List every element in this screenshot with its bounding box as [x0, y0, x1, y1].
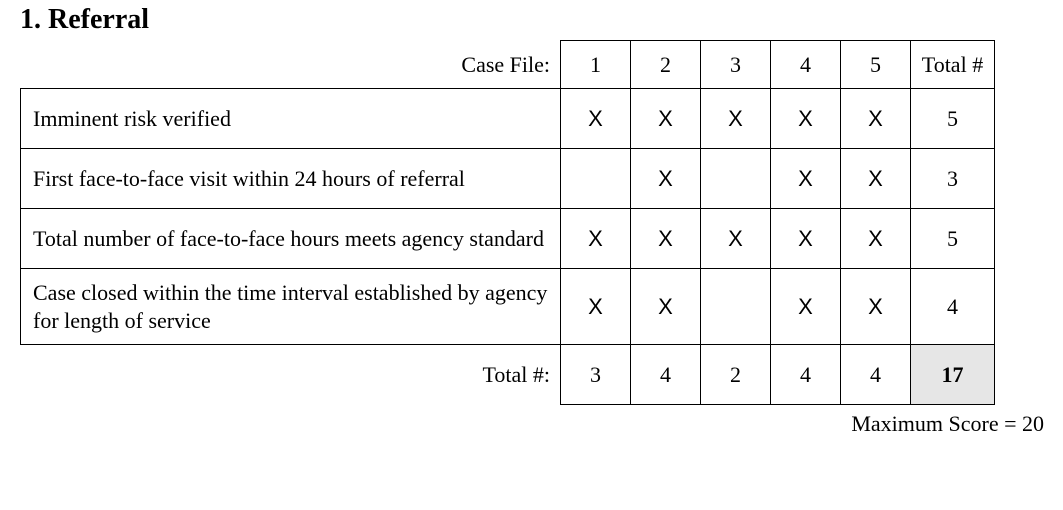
col-header: 4 — [771, 41, 841, 89]
col-total: 4 — [631, 345, 701, 405]
col-header: 1 — [561, 41, 631, 89]
mark-cell: X — [771, 209, 841, 269]
table-row: First face-to-face visit within 24 hours… — [21, 149, 995, 209]
table-row: Imminent risk verified X X X X X 5 — [21, 89, 995, 149]
grand-total: 17 — [911, 345, 995, 405]
mark-cell: X — [631, 89, 701, 149]
row-total: 5 — [911, 89, 995, 149]
col-total: 3 — [561, 345, 631, 405]
mark-cell: X — [841, 149, 911, 209]
row-label: Case closed within the time interval est… — [21, 269, 561, 345]
mark-cell: X — [561, 209, 631, 269]
section-title: 1. Referral — [20, 4, 1043, 36]
mark-cell: X — [631, 149, 701, 209]
row-total: 3 — [911, 149, 995, 209]
mark-cell: X — [841, 209, 911, 269]
col-total: 4 — [841, 345, 911, 405]
table-row: Case closed within the time interval est… — [21, 269, 995, 345]
col-header: 2 — [631, 41, 701, 89]
mark-cell: X — [841, 269, 911, 345]
total-header: Total # — [911, 41, 995, 89]
mark-cell: X — [771, 149, 841, 209]
col-header: 5 — [841, 41, 911, 89]
col-total: 4 — [771, 345, 841, 405]
col-total: 2 — [701, 345, 771, 405]
table-row: Total number of face-to-face hours meets… — [21, 209, 995, 269]
mark-cell: X — [561, 269, 631, 345]
mark-cell: X — [701, 209, 771, 269]
mark-cell — [701, 269, 771, 345]
row-total: 4 — [911, 269, 995, 345]
mark-cell: X — [841, 89, 911, 149]
mark-cell — [701, 149, 771, 209]
footer-label: Total #: — [21, 345, 561, 405]
mark-cell — [561, 149, 631, 209]
max-score-label: Maximum Score = 20 — [20, 411, 1044, 437]
row-label: Total number of face-to-face hours meets… — [21, 209, 561, 269]
table-footer-row: Total #: 3 4 2 4 4 17 — [21, 345, 995, 405]
referral-table: Case File: 1 2 3 4 5 Total # Imminent ri… — [20, 40, 995, 405]
row-label: First face-to-face visit within 24 hours… — [21, 149, 561, 209]
mark-cell: X — [561, 89, 631, 149]
mark-cell: X — [771, 89, 841, 149]
case-file-label: Case File: — [21, 41, 561, 89]
mark-cell: X — [701, 89, 771, 149]
mark-cell: X — [631, 269, 701, 345]
mark-cell: X — [771, 269, 841, 345]
row-total: 5 — [911, 209, 995, 269]
row-label: Imminent risk verified — [21, 89, 561, 149]
col-header: 3 — [701, 41, 771, 89]
table-header-row: Case File: 1 2 3 4 5 Total # — [21, 41, 995, 89]
mark-cell: X — [631, 209, 701, 269]
